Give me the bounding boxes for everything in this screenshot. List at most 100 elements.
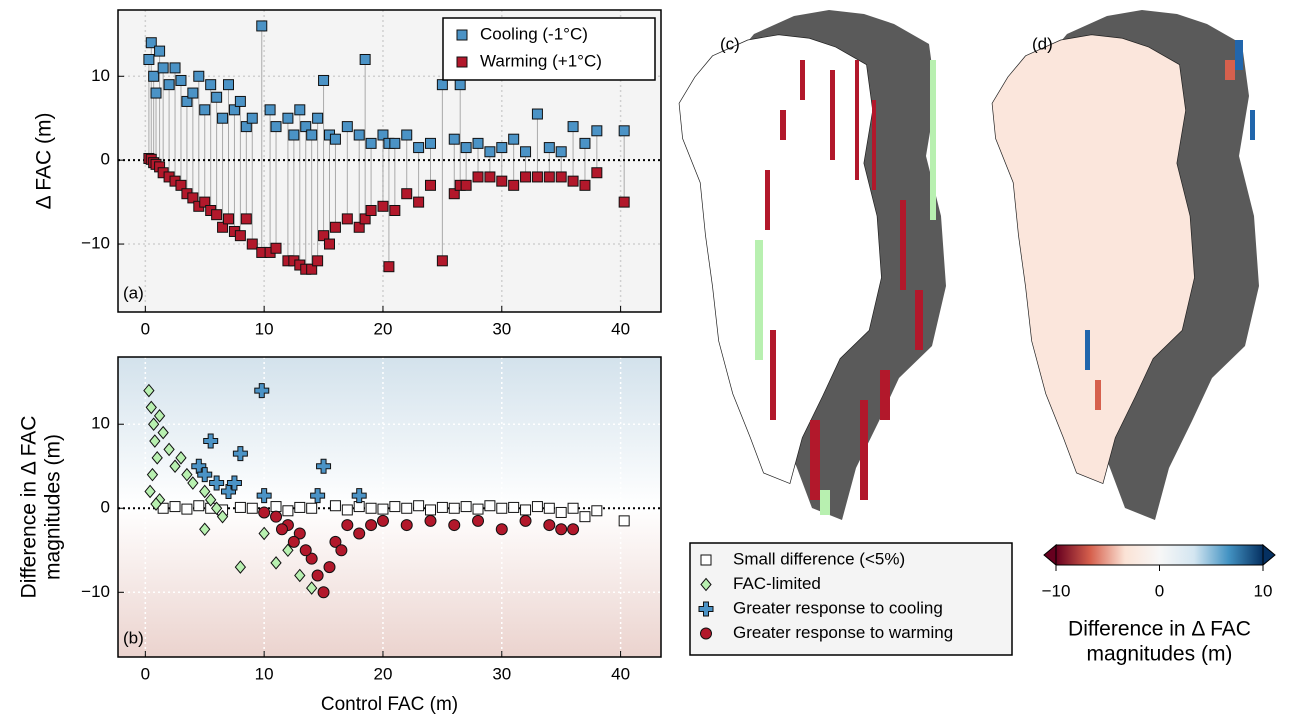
marker bbox=[376, 514, 389, 527]
marker bbox=[460, 179, 472, 191]
marker bbox=[221, 483, 237, 499]
legend-label: Cooling (-1°C) bbox=[480, 24, 588, 43]
marker bbox=[365, 204, 377, 216]
marker bbox=[351, 488, 367, 504]
marker bbox=[210, 501, 223, 516]
x-tick-label: 20 bbox=[374, 664, 393, 683]
colorbar-tick-label: −10 bbox=[1042, 581, 1071, 600]
marker bbox=[226, 475, 242, 491]
legend-marker bbox=[700, 577, 712, 592]
marker bbox=[591, 125, 603, 137]
marker bbox=[567, 523, 580, 536]
marker bbox=[240, 121, 252, 133]
marker bbox=[169, 501, 181, 513]
marker bbox=[169, 459, 181, 474]
marker bbox=[306, 129, 318, 141]
x-tick-label: 30 bbox=[492, 664, 511, 683]
marker bbox=[448, 502, 460, 514]
marker bbox=[555, 146, 567, 158]
x-tick-label: 40 bbox=[611, 319, 630, 338]
marker bbox=[193, 500, 205, 512]
legend-label: Greater response to cooling bbox=[733, 598, 943, 617]
marker bbox=[282, 112, 294, 124]
marker bbox=[163, 442, 175, 457]
marker bbox=[205, 493, 217, 507]
marker bbox=[199, 196, 211, 208]
marker bbox=[153, 409, 166, 423]
marker bbox=[163, 79, 175, 91]
panel-label: (d) bbox=[1032, 34, 1053, 53]
legend-label: FAC-limited bbox=[733, 574, 821, 593]
marker bbox=[329, 133, 341, 145]
panel-label: (a) bbox=[123, 283, 144, 302]
marker bbox=[146, 467, 159, 482]
marker bbox=[240, 213, 252, 225]
plot-frame bbox=[117, 9, 662, 313]
marker bbox=[246, 502, 258, 514]
marker bbox=[193, 70, 205, 82]
marker bbox=[567, 502, 579, 514]
marker bbox=[424, 504, 436, 516]
marker bbox=[187, 476, 199, 490]
marker bbox=[436, 79, 448, 91]
marker bbox=[365, 137, 377, 149]
colorbar-tick-label: 10 bbox=[1254, 581, 1273, 600]
colorbar-tick-label: 0 bbox=[1155, 581, 1164, 600]
marker bbox=[270, 510, 283, 523]
marker bbox=[211, 91, 223, 103]
marker bbox=[401, 502, 413, 514]
legend-label: Greater response to warming bbox=[733, 623, 953, 642]
marker bbox=[424, 179, 436, 191]
colorbar bbox=[1055, 544, 1264, 566]
marker bbox=[567, 175, 579, 187]
marker bbox=[413, 500, 425, 512]
marker bbox=[359, 213, 371, 225]
marker bbox=[264, 104, 276, 116]
marker bbox=[496, 175, 508, 187]
marker bbox=[341, 504, 353, 516]
marker bbox=[389, 501, 401, 513]
marker bbox=[472, 503, 484, 515]
marker bbox=[282, 505, 294, 517]
marker bbox=[294, 568, 306, 583]
marker bbox=[275, 523, 288, 536]
marker bbox=[311, 569, 324, 582]
marker bbox=[329, 500, 341, 512]
marker bbox=[205, 79, 217, 91]
map-d bbox=[991, 10, 1259, 520]
x-tick-label: 40 bbox=[611, 664, 630, 683]
x-tick-label: 0 bbox=[141, 319, 150, 338]
marker bbox=[436, 255, 448, 267]
marker bbox=[199, 484, 211, 499]
y-tick-label: −10 bbox=[81, 582, 110, 601]
legend-marker bbox=[700, 627, 712, 640]
marker bbox=[424, 137, 436, 149]
marker bbox=[254, 383, 270, 399]
y-tick-label: 0 bbox=[101, 150, 110, 169]
marker bbox=[149, 434, 161, 448]
marker bbox=[175, 451, 187, 465]
marker bbox=[318, 230, 330, 242]
marker bbox=[543, 171, 555, 183]
marker bbox=[531, 501, 543, 513]
marker bbox=[175, 74, 187, 86]
marker bbox=[203, 433, 219, 449]
marker bbox=[377, 129, 389, 141]
marker bbox=[246, 238, 258, 250]
marker bbox=[555, 506, 567, 518]
marker bbox=[154, 45, 166, 57]
marker bbox=[460, 142, 472, 154]
marker bbox=[472, 514, 485, 527]
marker bbox=[495, 523, 508, 536]
marker bbox=[294, 104, 306, 116]
marker bbox=[270, 501, 282, 513]
marker bbox=[211, 209, 223, 221]
marker bbox=[365, 502, 377, 514]
marker bbox=[270, 242, 282, 254]
marker bbox=[312, 112, 324, 124]
marker bbox=[579, 137, 591, 149]
x-tick-label: 20 bbox=[374, 319, 393, 338]
marker bbox=[317, 586, 330, 599]
marker bbox=[618, 196, 630, 208]
marker bbox=[341, 121, 353, 133]
